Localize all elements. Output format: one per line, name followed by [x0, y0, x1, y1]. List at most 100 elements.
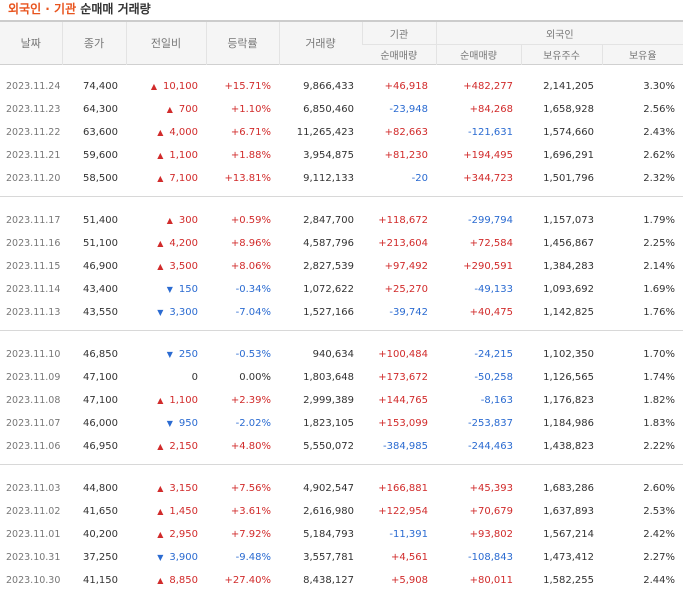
volume-cell: 3,557,781	[279, 546, 362, 569]
inst-net-cell: +122,954	[362, 500, 436, 523]
foreign-shares-cell: 1,384,283	[521, 255, 602, 278]
change-cell: ▼3,900	[126, 546, 206, 569]
rate-cell: +0.59%	[206, 209, 279, 232]
foreign-net-cell: +290,591	[436, 255, 521, 278]
volume-cell: 1,527,166	[279, 301, 362, 324]
foreign-ratio-cell: 2.56%	[602, 98, 683, 121]
foreign-shares-cell: 1,176,823	[521, 389, 602, 412]
triangle-up-icon: ▲	[157, 128, 163, 137]
rate-cell: +4.80%	[206, 435, 279, 458]
title-rest: 순매매 거래량	[76, 2, 151, 16]
foreign-shares-cell: 1,157,073	[521, 209, 602, 232]
change-value: 150	[179, 284, 198, 295]
change-value: 4,000	[169, 127, 198, 138]
rate-cell: +13.81%	[206, 167, 279, 190]
change-value: 2,950	[169, 529, 198, 540]
row-spacer	[0, 65, 683, 76]
inst-net-cell: -20	[362, 167, 436, 190]
volume-cell: 9,866,433	[279, 75, 362, 98]
volume-cell: 4,587,796	[279, 232, 362, 255]
rate-cell: -0.53%	[206, 343, 279, 366]
volume-cell: 5,184,793	[279, 523, 362, 546]
foreign-net-cell: -244,463	[436, 435, 521, 458]
foreign-shares-cell: 1,102,350	[521, 343, 602, 366]
change-value: 250	[179, 349, 198, 360]
change-cell: ▲3,500	[126, 255, 206, 278]
col-date-header[interactable]: 날짜	[0, 21, 62, 65]
foreign-shares-cell: 1,093,692	[521, 278, 602, 301]
close-cell: 51,400	[62, 209, 126, 232]
page-title: 외국인 · 기관 순매매 거래량	[0, 0, 683, 20]
close-cell: 47,100	[62, 389, 126, 412]
triangle-down-icon: ▼	[167, 350, 173, 359]
triangle-down-icon: ▼	[157, 553, 163, 562]
close-cell: 74,400	[62, 75, 126, 98]
inst-net-cell: -384,985	[362, 435, 436, 458]
change-cell: ▼950	[126, 412, 206, 435]
close-cell: 43,550	[62, 301, 126, 324]
foreign-net-cell: +93,802	[436, 523, 521, 546]
rate-cell: +7.56%	[206, 477, 279, 500]
close-cell: 46,850	[62, 343, 126, 366]
foreign-ratio-cell: 1.76%	[602, 301, 683, 324]
col-rate-header[interactable]: 등락률	[206, 21, 279, 65]
col-foreign-ratio-header[interactable]: 보유율	[602, 45, 683, 65]
triangle-up-icon: ▲	[157, 442, 163, 451]
triangle-up-icon: ▲	[151, 82, 157, 91]
foreign-net-cell: +40,475	[436, 301, 521, 324]
trading-table: 날짜 종가 전일비 등락률 거래량 기관 외국인 순매매량 순매매량 보유주수 …	[0, 20, 683, 592]
foreign-ratio-cell: 2.62%	[602, 144, 683, 167]
foreign-net-cell: +72,584	[436, 232, 521, 255]
inst-net-cell: +97,492	[362, 255, 436, 278]
foreign-ratio-cell: 2.42%	[602, 523, 683, 546]
volume-cell: 5,550,072	[279, 435, 362, 458]
volume-cell: 2,827,539	[279, 255, 362, 278]
col-close-header[interactable]: 종가	[62, 21, 126, 65]
rate-cell: +7.92%	[206, 523, 279, 546]
rate-cell: -0.34%	[206, 278, 279, 301]
inst-net-cell: +81,230	[362, 144, 436, 167]
volume-cell: 940,634	[279, 343, 362, 366]
group-institution-header: 기관	[362, 21, 436, 45]
foreign-ratio-cell: 2.60%	[602, 477, 683, 500]
change-value: 3,150	[169, 483, 198, 494]
foreign-shares-cell: 1,696,291	[521, 144, 602, 167]
change-cell: ▲2,950	[126, 523, 206, 546]
foreign-shares-cell: 1,142,825	[521, 301, 602, 324]
date-cell: 2023.11.03	[0, 477, 62, 500]
foreign-net-cell: +45,393	[436, 477, 521, 500]
col-change-header[interactable]: 전일비	[126, 21, 206, 65]
inst-net-cell: +173,672	[362, 366, 436, 389]
rate-cell: 0.00%	[206, 366, 279, 389]
change-value: 7,100	[169, 173, 198, 184]
rate-cell: +15.71%	[206, 75, 279, 98]
rate-cell: +2.39%	[206, 389, 279, 412]
foreign-net-cell: -49,133	[436, 278, 521, 301]
foreign-shares-cell: 1,567,214	[521, 523, 602, 546]
col-inst-net-header[interactable]: 순매매량	[362, 45, 436, 65]
volume-cell: 2,616,980	[279, 500, 362, 523]
close-cell: 46,000	[62, 412, 126, 435]
change-cell: ▲ 4,000	[126, 121, 206, 144]
foreign-shares-cell: 1,658,928	[521, 98, 602, 121]
date-cell: 2023.11.07	[0, 412, 62, 435]
foreign-ratio-cell: 2.14%	[602, 255, 683, 278]
inst-net-cell: +213,604	[362, 232, 436, 255]
foreign-shares-cell: 2,141,205	[521, 75, 602, 98]
col-volume-header[interactable]: 거래량	[279, 21, 362, 65]
volume-cell: 1,803,648	[279, 366, 362, 389]
foreign-net-cell: +482,277	[436, 75, 521, 98]
change-value: 1,100	[169, 395, 198, 406]
date-cell: 2023.11.13	[0, 301, 62, 324]
col-foreign-shares-header[interactable]: 보유주수	[521, 45, 602, 65]
foreign-shares-cell: 1,184,986	[521, 412, 602, 435]
col-foreign-net-header[interactable]: 순매매량	[436, 45, 521, 65]
change-cell: ▼150	[126, 278, 206, 301]
foreign-shares-cell: 1,126,565	[521, 366, 602, 389]
title-highlight: 외국인 · 기관	[8, 2, 76, 16]
